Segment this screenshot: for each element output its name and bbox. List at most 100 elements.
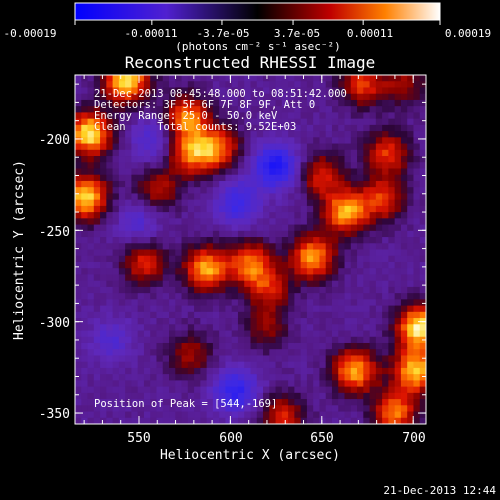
heatmap-cell	[206, 180, 214, 188]
heatmap-cell	[319, 411, 327, 419]
heatmap-cell	[331, 324, 339, 331]
heatmap-cell	[325, 199, 333, 207]
heatmap-cell	[375, 143, 383, 151]
heatmap-cell	[407, 274, 414, 282]
heatmap-cell	[382, 392, 389, 400]
heatmap-cell	[219, 187, 226, 194]
heatmap-cell	[187, 224, 195, 232]
heatmap-cell	[125, 268, 132, 275]
heatmap-cell	[413, 118, 421, 126]
heatmap-cell	[137, 318, 145, 325]
heatmap-cell	[169, 205, 176, 213]
heatmap-cell	[281, 187, 289, 194]
heatmap-cell	[169, 230, 176, 238]
heatmap-cell	[75, 205, 82, 213]
heatmap-cell	[244, 255, 251, 263]
heatmap-cell	[288, 324, 295, 331]
heatmap-cell	[338, 137, 345, 144]
heatmap-cell	[419, 417, 427, 425]
heatmap-cell	[156, 255, 164, 263]
heatmap-cell	[112, 75, 120, 82]
heatmap-cell	[237, 399, 245, 406]
heatmap-cell	[118, 374, 126, 381]
heatmap-cell	[263, 374, 270, 381]
heatmap-cell	[413, 93, 421, 101]
heatmap-cell	[375, 193, 383, 201]
heatmap-cell	[256, 305, 264, 313]
heatmap-cell	[112, 261, 120, 269]
heatmap-cell	[388, 243, 396, 250]
heatmap-cell	[125, 417, 132, 425]
heatmap-cell	[375, 205, 383, 213]
heatmap-cell	[219, 93, 226, 101]
heatmap-cell	[413, 224, 421, 232]
heatmap-cell	[206, 392, 214, 400]
heatmap-cell	[162, 249, 170, 257]
heatmap-cell	[357, 93, 364, 101]
heatmap-cell	[231, 261, 239, 269]
heatmap-cell	[175, 417, 182, 425]
heatmap-cell	[388, 305, 396, 313]
heatmap-cell	[112, 224, 120, 232]
heatmap-cell	[250, 180, 258, 188]
heatmap-cell	[200, 411, 208, 419]
heatmap-cell	[369, 299, 377, 306]
heatmap-cell	[162, 243, 170, 250]
heatmap-cell	[419, 199, 427, 207]
heatmap-cell	[344, 168, 352, 176]
heatmap-cell	[313, 112, 320, 120]
heatmap-cell	[256, 318, 264, 325]
heatmap-cell	[75, 330, 82, 338]
heatmap-cell	[156, 405, 164, 412]
heatmap-cell	[156, 399, 164, 406]
heatmap-cell	[275, 367, 283, 375]
heatmap-cell	[106, 187, 114, 194]
heatmap-cell	[263, 218, 270, 225]
heatmap-cell	[375, 318, 383, 325]
heatmap-cell	[419, 243, 427, 250]
heatmap-cell	[219, 81, 226, 88]
heatmap-cell	[294, 361, 302, 369]
heatmap-cell	[112, 392, 120, 400]
heatmap-cell	[143, 168, 151, 176]
annotation-block: 21-Dec-2013 08:45:48.000 to 08:51:42.000…	[94, 88, 347, 410]
heatmap-cell	[175, 156, 182, 163]
heatmap-cell	[137, 162, 145, 169]
heatmap-cell	[400, 137, 408, 144]
annotation-energy-range: Energy Range: 25.0 - 50.0 keV	[94, 110, 278, 122]
heatmap-cell	[350, 156, 358, 163]
heatmap-cell	[156, 380, 164, 388]
heatmap-cell	[331, 218, 339, 225]
heatmap-cell	[237, 255, 245, 263]
heatmap-cell	[237, 143, 245, 151]
heatmap-cell	[200, 249, 208, 257]
heatmap-cell	[87, 293, 95, 300]
heatmap-cell	[363, 386, 370, 394]
heatmap-cell	[269, 237, 276, 244]
heatmap-cell	[375, 361, 383, 369]
heatmap-cell	[313, 118, 320, 126]
heatmap-cell	[112, 93, 120, 101]
heatmap-cell	[400, 118, 408, 126]
heatmap-cell	[357, 118, 364, 126]
heatmap-cell	[344, 243, 352, 250]
heatmap-cell	[300, 218, 308, 225]
heatmap-cell	[394, 162, 402, 169]
heatmap-cell	[212, 212, 220, 219]
heatmap-cell	[357, 417, 364, 425]
heatmap-cell	[81, 330, 88, 338]
heatmap-cell	[194, 324, 201, 331]
heatmap-cell	[200, 156, 208, 163]
heatmap-cell	[212, 293, 220, 300]
heatmap-cell	[382, 261, 389, 269]
heatmap-cell	[250, 324, 258, 331]
heatmap-cell	[325, 224, 333, 232]
heatmap-cell	[106, 137, 114, 144]
heatmap-cell	[363, 261, 370, 269]
heatmap-cell	[281, 286, 289, 294]
heatmap-cell	[231, 81, 239, 88]
heatmap-cell	[125, 311, 132, 319]
heatmap-cell	[87, 168, 95, 176]
heatmap-cell	[81, 193, 88, 201]
heatmap-cell	[206, 87, 214, 95]
